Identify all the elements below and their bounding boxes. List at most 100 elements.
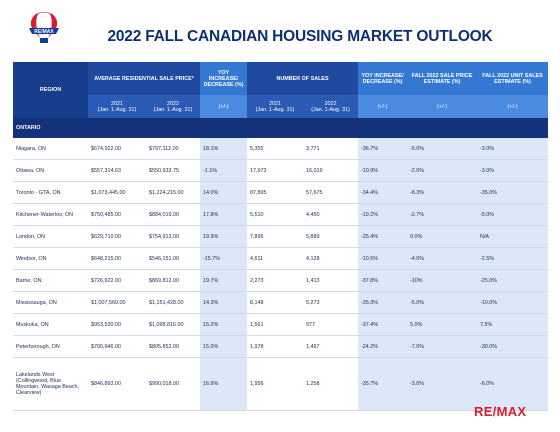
sub-header-year: 2021 xyxy=(111,100,123,107)
title: 2022 FALL CANADIAN HOUSING MARKET OUTLOO… xyxy=(107,28,493,45)
section-header: ONTARIO xyxy=(13,118,549,138)
table-row: Peterborough, ON $700,946.00 $805,852.00 15… xyxy=(13,335,549,358)
value-cell: 18.1% xyxy=(200,138,248,160)
table-row: Mississauga, ON $1,007,560.00 $1,151,428.0… xyxy=(13,291,549,314)
column-header: YOY INCREASE/ DECREASE (%) xyxy=(358,62,408,95)
value-cell: -19.2% xyxy=(358,203,408,226)
value-cell: -3.0% xyxy=(477,159,549,182)
value-cell: -10.9% xyxy=(358,159,408,182)
value-cell: $1,151,428.00 xyxy=(146,291,201,314)
value-cell: $629,710.00 xyxy=(88,225,146,248)
column-header: FALL 2022 SALE PRICE ESTIMATE (%) xyxy=(407,62,478,95)
value-cell: 977 xyxy=(303,313,359,336)
value-cell: $884,019.00 xyxy=(146,203,201,226)
value-cell: N/A xyxy=(477,225,549,248)
region-cell: Kitchener-Waterloo, ON xyxy=(13,203,88,226)
logo-balloon: RE/MAX xyxy=(29,12,59,43)
table-row: Muskoka, ON $953,530.00 $1,098,816.00 15.2%… xyxy=(13,313,549,336)
value-cell: $726,922.00 xyxy=(88,269,146,292)
value-cell: $550,933.75 xyxy=(146,159,201,182)
value-cell: -5.0% xyxy=(407,291,478,314)
column-header: FALL 2022 UNIT SALES ESTIMATE (%) xyxy=(477,62,549,95)
value-cell: 1,497 xyxy=(303,335,359,358)
value-cell: 87,895 xyxy=(247,181,304,204)
value-cell: -35.0% xyxy=(477,181,549,204)
value-cell: 5.0% xyxy=(407,313,478,336)
region-cell: Lakelands West (Collingwood, Blue Mounta… xyxy=(13,357,88,411)
basket xyxy=(40,38,48,43)
value-cell: $1,098,816.00 xyxy=(146,313,201,336)
sub-header-label: (+/-) xyxy=(377,103,388,110)
value-cell: $797,112.00 xyxy=(146,138,201,160)
value-cell: -2.7% xyxy=(407,203,478,226)
sub-header-period: (Jan. 1-Aug. 31) xyxy=(97,106,137,113)
logo-text: RE/MAX xyxy=(34,29,54,35)
value-cell: -5.0% xyxy=(407,138,478,160)
value-cell: 5,889 xyxy=(303,225,359,248)
value-cell: $869,812.00 xyxy=(146,269,201,292)
value-cell: -34.4% xyxy=(358,181,408,204)
outlook-table: REGION AVERAGE RESIDENTIAL SALE PRICE* Y… xyxy=(13,62,549,411)
value-cell: 4,450 xyxy=(303,203,359,226)
sub-header-year: 2022 xyxy=(167,100,179,107)
value-cell: 17,973 xyxy=(247,159,304,182)
value-cell: $750,485.00 xyxy=(88,203,146,226)
table-row: Lakelands West (Collingwood, Blue Mounta… xyxy=(13,357,549,411)
value-cell: $648,215.00 xyxy=(88,247,146,270)
value-cell: -5.0% xyxy=(477,203,549,226)
table-row: Toronto - GTA, ON $1,073,445.00 $1,224,215… xyxy=(13,181,549,204)
sub-header-row: 2021 (Jan. 1-Aug. 31) 2022 (Jan. 1-Aug. 31)… xyxy=(13,95,549,118)
sub-header: (+/-) xyxy=(358,95,408,118)
value-cell: $700,946.00 xyxy=(88,335,146,358)
column-header: NUMBER OF SALES xyxy=(247,62,359,95)
value-cell: -3.0% xyxy=(477,138,549,160)
value-cell: 3,771 xyxy=(303,138,359,160)
sub-header: 2022 (Jan. 1-Aug. 31) xyxy=(303,95,359,118)
region-cell: Niagara, ON xyxy=(13,138,88,160)
value-cell: 0.0% xyxy=(407,225,478,248)
balloon-band xyxy=(29,28,59,34)
table-row: Windsor, ON $648,215.00 $546,151.00 -15.7% 4… xyxy=(13,247,549,270)
region-cell: Peterborough, ON xyxy=(13,335,88,358)
value-cell: 19.7% xyxy=(200,269,248,292)
sub-header-label: (+/-) xyxy=(218,103,229,110)
table-body: ONTARIO Niagara, ON $674,922.00 $797,112.0… xyxy=(13,118,549,411)
sub-header: (+/-) xyxy=(477,95,549,118)
value-cell: $674,922.00 xyxy=(88,138,146,160)
value-cell: -4.0% xyxy=(407,247,478,270)
value-cell: 15.0% xyxy=(200,335,248,358)
region-cell: Muskoka, ON xyxy=(13,313,88,336)
sub-header-year: 2021 xyxy=(269,100,282,107)
value-cell: $754,913.00 xyxy=(146,225,201,248)
value-cell: 1,413 xyxy=(303,269,359,292)
region-cell: Mississauga, ON xyxy=(13,291,88,314)
value-cell: -2.5% xyxy=(477,247,549,270)
sub-header: (+/-) xyxy=(407,95,478,118)
table-row: London, ON $629,710.00 $754,913.00 19.9% 7,8… xyxy=(13,225,549,248)
value-cell: 16,019 xyxy=(303,159,359,182)
value-cell: -37.8% xyxy=(358,269,408,292)
value-cell: -35.7% xyxy=(358,357,408,411)
value-cell: 14.0% xyxy=(200,181,248,204)
value-cell: 2,273 xyxy=(247,269,304,292)
sub-header-year: 2022 xyxy=(324,100,337,107)
value-cell: -2.0% xyxy=(407,159,478,182)
sub-header-period: (Jan. 1-Aug. 31) xyxy=(153,106,193,113)
value-cell: -15.7% xyxy=(200,247,248,270)
sub-header-period: (Jan. 1-Aug. 31) xyxy=(311,106,350,113)
value-cell: -24.2% xyxy=(358,335,408,358)
sub-header: 2022 (Jan. 1-Aug. 31) xyxy=(146,95,201,118)
value-cell: -10.5% xyxy=(358,247,408,270)
value-cell: 16.9% xyxy=(200,357,248,411)
region-cell: Windsor, ON xyxy=(13,247,88,270)
region-cell: London, ON xyxy=(13,225,88,248)
sub-header-period: (Jan. 1-Aug. 31) xyxy=(255,106,295,113)
table-row: Kitchener-Waterloo, ON $750,485.00 $884,01… xyxy=(13,203,549,226)
value-cell: 1,978 xyxy=(247,335,304,358)
value-cell: $1,007,560.00 xyxy=(88,291,146,314)
value-cell: 7,896 xyxy=(247,225,304,248)
region-cell: Ottawa, ON xyxy=(13,159,88,182)
value-cell: 7.5% xyxy=(477,313,549,336)
column-header: YOY INCREASE/ DECREASE (%) xyxy=(200,62,248,95)
value-cell: -10% xyxy=(407,269,478,292)
